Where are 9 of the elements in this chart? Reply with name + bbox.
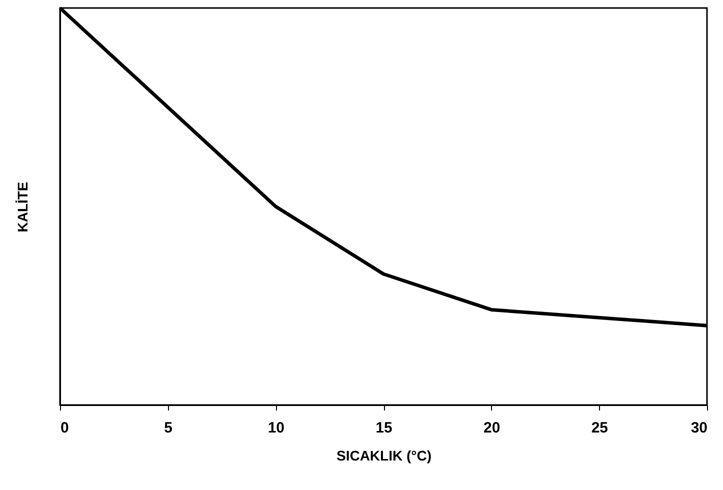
x-tick-label: 20 [483,420,500,436]
x-tick-label: 10 [268,420,285,436]
y-axis-title: KALİTE [14,182,30,232]
x-axis-title: SICAKLIK (°C) [336,448,432,464]
x-tick-label: 30 [690,420,708,436]
x-tick-label: 15 [376,420,392,436]
x-tick-label: 0 [60,420,69,436]
x-tick-label: 5 [164,420,173,436]
x-tick-label: 25 [591,420,608,436]
